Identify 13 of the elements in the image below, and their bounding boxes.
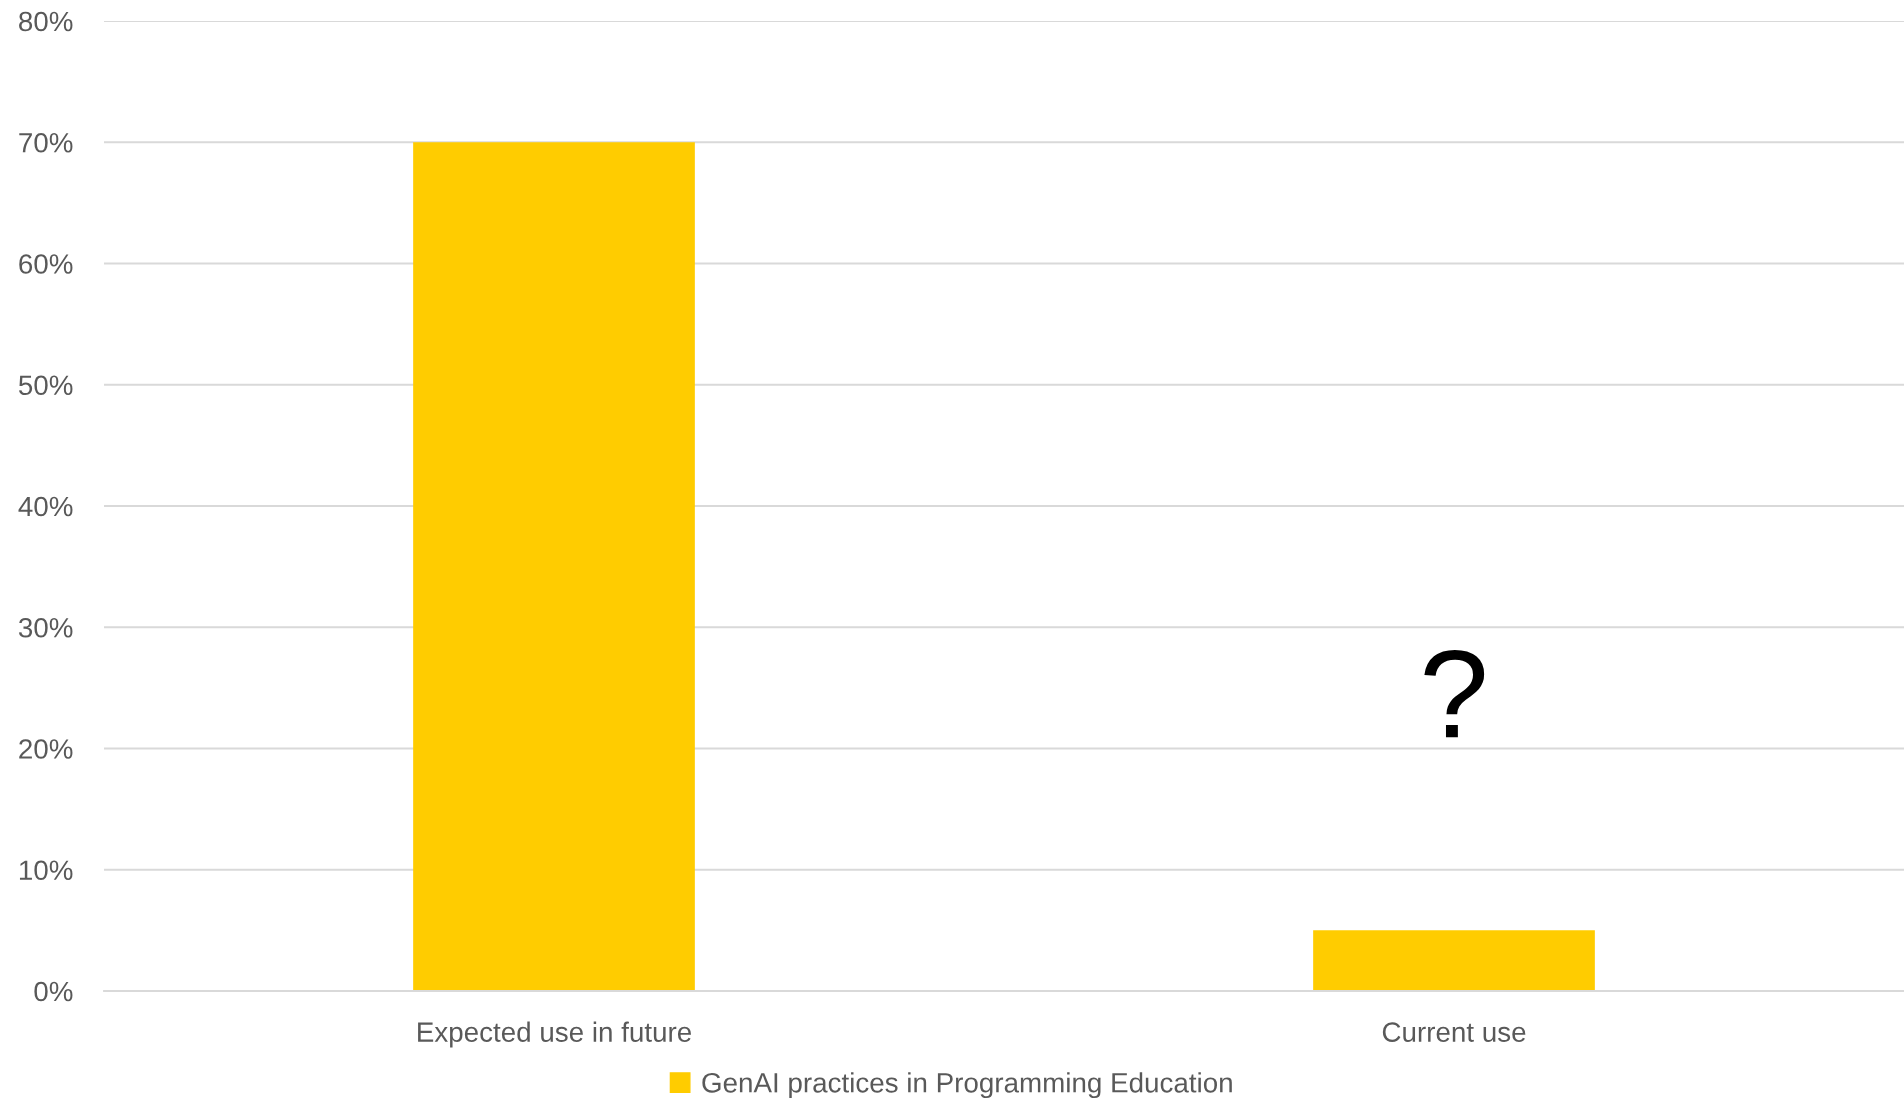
y-tick-label: 60% xyxy=(19,254,73,274)
y-tick-label: 10% xyxy=(19,860,73,881)
x-tick-label: Expected use in future xyxy=(418,1021,691,1048)
y-tick-label: 40% xyxy=(18,496,73,517)
y-tick-label: 50% xyxy=(18,375,73,396)
annotation: ? xyxy=(1424,649,1485,738)
legend-label: GenAI practices in Programming Education xyxy=(702,1072,1232,1099)
y-tick-label: 80% xyxy=(19,11,73,32)
y-tick-label: 20% xyxy=(19,739,73,759)
y-tick-label: 70% xyxy=(19,132,73,153)
y-tick-label: 0% xyxy=(34,981,73,1002)
y-tick-label: 30% xyxy=(18,617,73,638)
x-tick-label: Current use xyxy=(1382,1022,1526,1042)
